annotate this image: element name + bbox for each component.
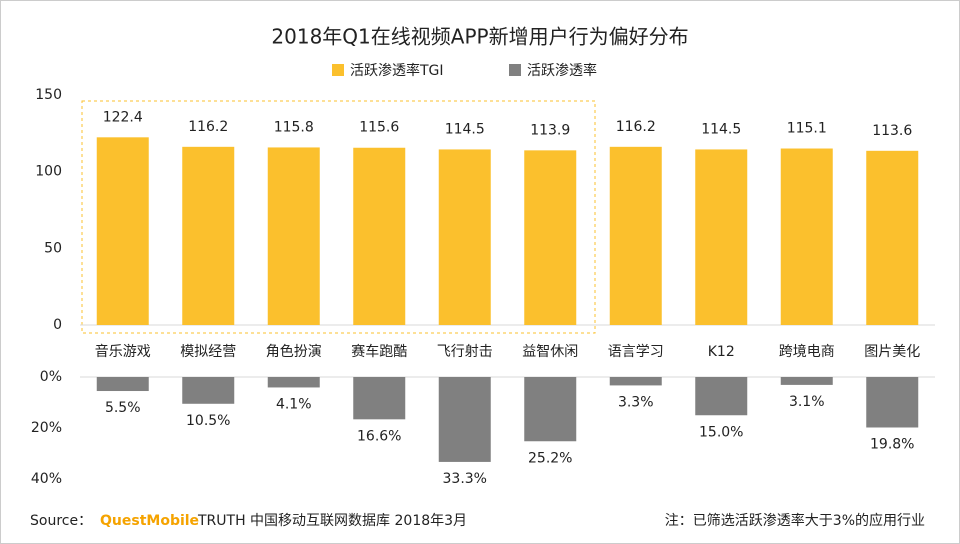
source-note: 注：已筛选活跃渗透率大于3%的应用行业	[665, 512, 925, 529]
legend-swatch	[332, 64, 344, 76]
bar	[267, 147, 320, 325]
legend-label: 活跃渗透率	[527, 62, 597, 79]
value-label: 19.8%	[870, 436, 914, 452]
value-label: 116.2	[188, 119, 228, 135]
value-label: 5.5%	[105, 400, 141, 416]
value-label: 115.6	[359, 120, 399, 136]
bar	[438, 377, 491, 462]
value-label: 115.1	[787, 121, 827, 137]
x-tick-label: 语言学习	[608, 344, 664, 360]
bar	[609, 377, 662, 386]
bar	[267, 377, 320, 388]
x-tick-label: 赛车跑酷	[351, 343, 407, 360]
value-label: 113.6	[872, 123, 912, 139]
bar	[524, 150, 577, 325]
y-tick-label: 100	[35, 164, 62, 180]
source-text: TRUTH 中国移动互联网数据库 2018年3月	[197, 513, 467, 529]
x-tick-label: 模拟经营	[180, 344, 236, 360]
value-label: 114.5	[445, 121, 485, 137]
source-brand: QuestMobile	[100, 513, 199, 529]
x-tick-label: 益智休闲	[522, 344, 578, 360]
bar	[182, 377, 235, 404]
value-label: 114.5	[701, 121, 741, 137]
x-tick-label: 图片美化	[864, 344, 920, 360]
x-tick-label: 跨境电商	[779, 344, 835, 360]
value-label: 116.2	[616, 119, 656, 135]
value-label: 122.4	[103, 109, 143, 125]
y-tick-label: 0%	[40, 369, 62, 385]
bar	[695, 149, 748, 325]
bar	[695, 377, 748, 416]
legend-swatch	[509, 64, 521, 76]
y-tick-label: 0	[53, 317, 62, 333]
x-tick-label: K12	[708, 344, 735, 360]
x-tick-label: 音乐游戏	[95, 343, 151, 360]
bar	[438, 149, 491, 325]
bar	[353, 147, 406, 325]
bar	[866, 150, 919, 325]
value-label: 16.6%	[357, 428, 401, 444]
bar	[609, 146, 662, 325]
bar	[353, 377, 406, 420]
value-label: 4.1%	[276, 396, 312, 412]
source-prefix: Source：	[30, 513, 92, 529]
value-label: 115.8	[274, 119, 314, 135]
bar	[780, 148, 833, 325]
value-label: 113.9	[530, 122, 570, 138]
x-tick-label: 角色扮演	[266, 343, 322, 360]
value-label: 3.3%	[618, 394, 654, 410]
y-tick-label: 40%	[31, 471, 62, 487]
x-tick-label: 飞行射击	[437, 344, 493, 360]
bar	[866, 377, 919, 428]
y-tick-label: 20%	[31, 420, 62, 436]
value-label: 3.1%	[789, 394, 825, 410]
bar	[96, 377, 149, 392]
y-tick-label: 50	[44, 240, 62, 256]
highlight-box	[81, 100, 596, 334]
bar	[96, 137, 149, 325]
bar	[182, 146, 235, 325]
chart-title: 2018年Q1在线视频APP新增用户行为偏好分布	[271, 25, 688, 49]
legend-label: 活跃渗透率TGI	[350, 62, 444, 79]
value-label: 15.0%	[699, 424, 743, 440]
y-tick-label: 150	[35, 87, 62, 103]
value-label: 33.3%	[443, 471, 487, 487]
value-label: 10.5%	[186, 413, 230, 429]
value-label: 25.2%	[528, 450, 572, 466]
bar	[780, 377, 833, 385]
bar	[524, 377, 577, 442]
